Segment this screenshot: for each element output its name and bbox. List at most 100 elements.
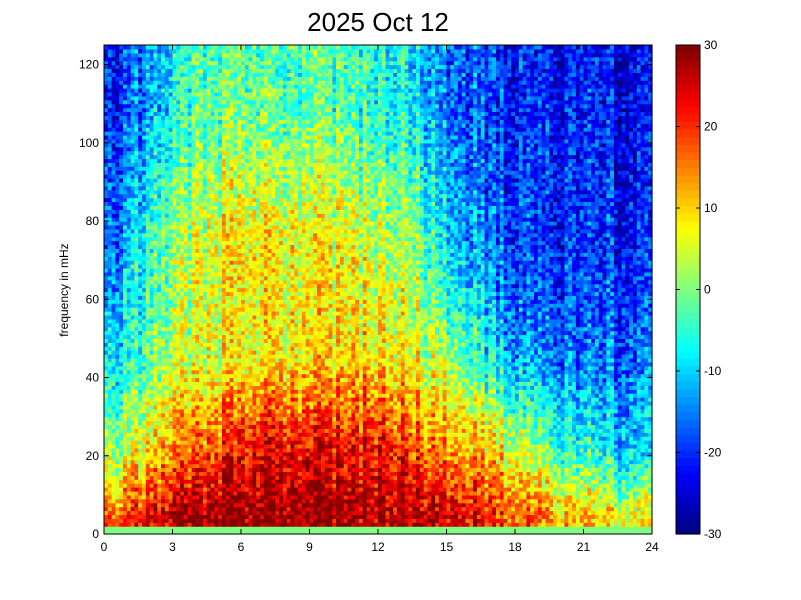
heatmap-cell (252, 162, 256, 167)
heatmap-cell (199, 471, 203, 476)
heatmap-cell (222, 334, 226, 339)
heatmap-cell (176, 432, 180, 437)
heatmap-cell (203, 190, 207, 195)
heatmap-cell (233, 201, 237, 206)
heatmap-cell (214, 155, 218, 160)
heatmap-cell (115, 288, 119, 293)
heatmap-cell (119, 362, 123, 367)
heatmap-cell (108, 84, 112, 89)
heatmap-cell (104, 362, 108, 367)
heatmap-cell (112, 291, 116, 296)
heatmap-cell (157, 155, 161, 160)
heatmap-cell (195, 334, 199, 339)
heatmap-cell (161, 268, 165, 273)
heatmap-cell (142, 448, 146, 453)
heatmap-cell (134, 288, 138, 293)
heatmap-cell (138, 108, 142, 113)
heatmap-cell (138, 417, 142, 422)
heatmap-cell (207, 381, 211, 386)
heatmap-cell (199, 346, 203, 351)
heatmap-cell (153, 182, 157, 187)
heatmap-cell (104, 49, 108, 54)
heatmap-cell (173, 499, 177, 504)
heatmap-cell (218, 526, 222, 531)
heatmap-cell (161, 131, 165, 136)
heatmap-cell (173, 526, 177, 531)
heatmap-cell (226, 334, 230, 339)
heatmap-cell (237, 147, 241, 152)
heatmap-cell (237, 346, 241, 351)
heatmap-cell (237, 84, 241, 89)
heatmap-cell (207, 256, 211, 261)
heatmap-cell (218, 198, 222, 203)
heatmap-cell (104, 475, 108, 480)
heatmap-cell (104, 170, 108, 175)
heatmap-cell (138, 104, 142, 109)
heatmap-cell (218, 323, 222, 328)
heatmap-cell (245, 381, 249, 386)
heatmap-cell (112, 225, 116, 230)
heatmap-cell (119, 487, 123, 492)
heatmap-cell (222, 358, 226, 363)
heatmap-cell (207, 61, 211, 66)
heatmap-cell (184, 174, 188, 179)
heatmap-cell (150, 417, 154, 422)
heatmap-cell (192, 409, 196, 414)
heatmap-cell (249, 503, 253, 508)
heatmap-cell (218, 233, 222, 238)
heatmap-cell (211, 264, 215, 269)
heatmap-cell (142, 182, 146, 187)
heatmap-cell (203, 61, 207, 66)
heatmap-cell (127, 170, 131, 175)
heatmap-cell (123, 378, 127, 383)
heatmap-cell (207, 112, 211, 117)
heatmap-cell (218, 397, 222, 402)
heatmap-cell (184, 295, 188, 300)
heatmap-cell (112, 158, 116, 163)
heatmap-cell (233, 80, 237, 85)
heatmap-cell (222, 346, 226, 351)
heatmap-cell (173, 460, 177, 465)
heatmap-cell (153, 385, 157, 390)
heatmap-cell (241, 522, 245, 527)
heatmap-cell (123, 170, 127, 175)
heatmap-cell (134, 514, 138, 519)
heatmap-cell (218, 299, 222, 304)
heatmap-cell (150, 225, 154, 230)
heatmap-cell (142, 370, 146, 375)
heatmap-cell (169, 108, 173, 113)
heatmap-cell (176, 311, 180, 316)
heatmap-cell (150, 405, 154, 410)
heatmap-cell (150, 182, 154, 187)
heatmap-cell (214, 61, 218, 66)
heatmap-cell (108, 205, 112, 210)
heatmap-cell (214, 307, 218, 312)
heatmap-cell (249, 264, 253, 269)
heatmap-cell (207, 452, 211, 457)
heatmap-cell (146, 225, 150, 230)
heatmap-cell (165, 264, 169, 269)
heatmap-cell (119, 354, 123, 359)
heatmap-cell (233, 155, 237, 160)
heatmap-cell (207, 88, 211, 93)
heatmap-cell (222, 225, 226, 230)
heatmap-cell (218, 452, 222, 457)
heatmap-cell (218, 61, 222, 66)
heatmap-cell (195, 440, 199, 445)
heatmap-cell (249, 53, 253, 58)
heatmap-cell (241, 237, 245, 242)
heatmap-cell (230, 401, 234, 406)
heatmap-cell (131, 57, 135, 62)
heatmap-cell (249, 471, 253, 476)
heatmap-cell (230, 499, 234, 504)
heatmap-cell (230, 522, 234, 527)
heatmap-cell (226, 518, 230, 523)
heatmap-cell (226, 131, 230, 136)
heatmap-cell (237, 417, 241, 422)
heatmap-cell (142, 381, 146, 386)
heatmap-cell (214, 174, 218, 179)
heatmap-cell (169, 511, 173, 516)
heatmap-cell (131, 65, 135, 70)
heatmap-cell (184, 61, 188, 66)
heatmap-cell (150, 424, 154, 429)
